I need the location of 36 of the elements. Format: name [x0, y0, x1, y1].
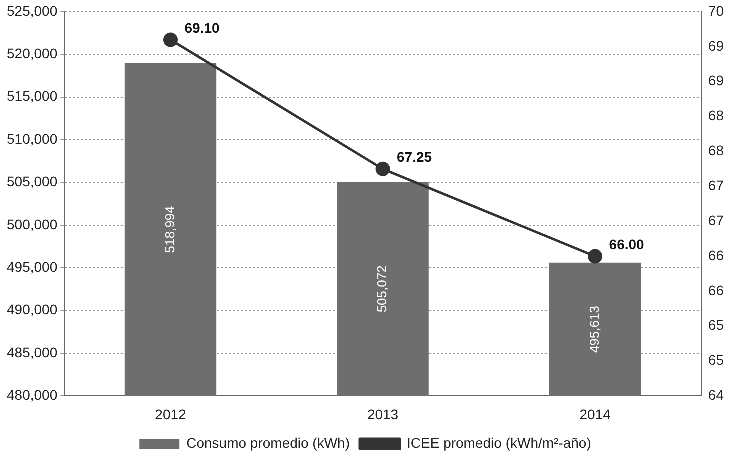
data-label: 67.25	[397, 149, 432, 166]
y2-tick-label: 66	[708, 247, 724, 264]
y-tick-label: 505,000	[6, 174, 58, 190]
data-label: 518,994	[162, 206, 178, 254]
y-tick-label: 525,000	[6, 2, 58, 19]
y-tick-label: 480,000	[6, 387, 58, 404]
y2-tick-label: 67	[708, 212, 724, 228]
data-label: 505,072	[374, 266, 390, 313]
legend-label: Consumo promedio (kWh)	[186, 434, 350, 451]
y2-tick-label: 65	[708, 317, 724, 334]
data-label: 495,613	[586, 306, 602, 354]
y2-tick-label: 67	[708, 177, 724, 194]
y2-tick-label: 70	[708, 2, 724, 19]
y2-tick-label: 65	[708, 352, 724, 368]
y-tick-label: 490,000	[6, 302, 58, 318]
y-tick-label: 515,000	[6, 88, 58, 104]
y2-tick-label: 64	[708, 387, 724, 404]
y-tick-label: 510,000	[6, 130, 58, 147]
y2-tick-label: 66	[708, 282, 724, 298]
y2-tick-label: 69	[708, 72, 724, 89]
x-tick-label: 2013	[367, 406, 399, 422]
y2-tick-label: 69	[708, 38, 724, 54]
point	[376, 162, 390, 176]
data-label: 66.00	[609, 236, 645, 252]
y2-tick-label: 68	[708, 142, 724, 159]
y2-tick-label: 68	[708, 108, 724, 124]
y-tick-label: 495,000	[6, 258, 58, 275]
x-tick-label: 2012	[155, 406, 187, 422]
y-tick-label: 485,000	[6, 344, 58, 360]
y-tick-label: 520,000	[6, 46, 58, 62]
point	[588, 249, 603, 264]
data-label: 69.10	[184, 20, 220, 36]
legend-label: ICEE promedio (kWh/m²-año)	[407, 434, 592, 451]
point	[163, 32, 178, 48]
x-tick-label: 2014	[580, 406, 612, 422]
y-tick-label: 500,000	[6, 216, 58, 232]
